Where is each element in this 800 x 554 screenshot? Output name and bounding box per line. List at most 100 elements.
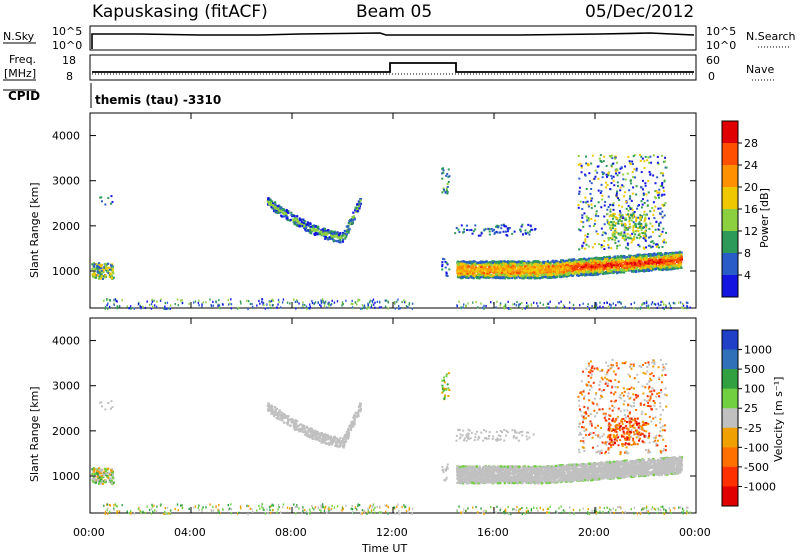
power-cell — [639, 218, 642, 221]
power-cell — [328, 302, 330, 306]
power-cell — [572, 258, 576, 261]
power-cell — [606, 221, 609, 224]
power-cell — [623, 260, 627, 264]
power-cell — [658, 246, 661, 249]
power-cell — [467, 268, 470, 272]
power-cell — [514, 271, 517, 274]
power-cell — [652, 259, 656, 262]
power-cell — [642, 246, 645, 249]
power-cell — [584, 196, 587, 199]
power-cell — [509, 272, 512, 275]
power-cell — [612, 267, 615, 270]
power-cell — [635, 266, 638, 269]
power-cell — [665, 166, 668, 169]
power-cell — [327, 238, 330, 241]
power-cell — [659, 184, 662, 187]
power-cell — [655, 255, 659, 259]
power-cell — [107, 307, 109, 310]
power-cell — [595, 212, 598, 215]
power-cell — [205, 301, 207, 304]
power-cell — [539, 272, 542, 275]
power-cell — [644, 155, 647, 158]
power-cell — [637, 269, 640, 272]
power-cell — [515, 304, 518, 307]
power-cell — [597, 265, 600, 268]
power-cell — [663, 160, 666, 163]
power-cell — [595, 303, 598, 306]
power-cell — [689, 306, 691, 309]
power-cell — [192, 301, 195, 304]
power-cell — [92, 262, 96, 265]
power-cell — [100, 275, 104, 278]
power-cell — [301, 222, 304, 225]
power-cell — [560, 306, 562, 309]
power-cell — [442, 171, 445, 174]
power-cell — [639, 265, 642, 268]
power-cell — [576, 260, 579, 263]
power-cell — [681, 302, 684, 305]
power-cell — [650, 303, 653, 306]
power-cell — [98, 265, 101, 269]
power-cell — [667, 261, 670, 265]
power-cell — [367, 306, 369, 309]
power-cell — [483, 304, 485, 307]
power-cell — [555, 269, 559, 272]
power-cell — [595, 306, 597, 309]
power-cell — [677, 261, 680, 265]
power-cell — [445, 261, 448, 264]
power-cell — [618, 300, 621, 304]
power-cell — [608, 258, 611, 261]
power-cell — [593, 242, 596, 245]
power-cell — [644, 236, 647, 239]
power-cell — [631, 208, 634, 211]
power-cell — [462, 262, 465, 265]
power-cell — [566, 265, 569, 268]
power-cell — [636, 265, 640, 269]
nsearch-label: N.Search — [746, 30, 796, 43]
power-cell — [618, 257, 621, 260]
power-cell — [577, 155, 580, 158]
power-cell — [590, 203, 593, 206]
power-cell — [632, 155, 635, 158]
power-cell — [107, 302, 109, 305]
power-cell — [98, 263, 101, 267]
power-cell — [504, 304, 507, 308]
power-cell — [219, 307, 221, 310]
nsky-label: N.Sky — [3, 30, 35, 43]
power-cell — [584, 240, 587, 243]
power-cell — [506, 230, 509, 233]
power-cell — [540, 270, 544, 273]
power-cell — [445, 189, 448, 192]
power-cell — [649, 265, 653, 268]
power-cell — [466, 266, 469, 269]
velocity-cell — [98, 472, 101, 475]
power-cell — [647, 217, 650, 220]
power-cell — [640, 231, 643, 234]
power-cell — [538, 266, 541, 269]
power-cell — [608, 271, 611, 275]
power-cell — [590, 206, 593, 209]
power-cell — [613, 235, 616, 238]
power-cell — [212, 300, 214, 304]
power-cell — [612, 302, 615, 305]
power-cell — [596, 266, 599, 270]
power-cell — [637, 253, 640, 256]
power-cell — [323, 235, 326, 238]
power-cell — [544, 276, 548, 279]
power-cell — [496, 231, 499, 234]
power-cell — [633, 262, 637, 265]
power-cell — [531, 228, 534, 231]
power-cell — [610, 265, 613, 268]
power-cell — [640, 267, 643, 270]
power-cell — [491, 230, 494, 233]
power-cell — [148, 303, 151, 307]
power-cell — [369, 299, 371, 302]
power-cell — [334, 235, 337, 238]
power-cell — [651, 256, 654, 260]
power-cell — [343, 234, 346, 237]
power-cell — [566, 260, 569, 263]
power-cell — [112, 276, 115, 279]
power-cell — [600, 206, 603, 209]
power-cell — [324, 302, 326, 305]
power-cell — [612, 179, 615, 182]
